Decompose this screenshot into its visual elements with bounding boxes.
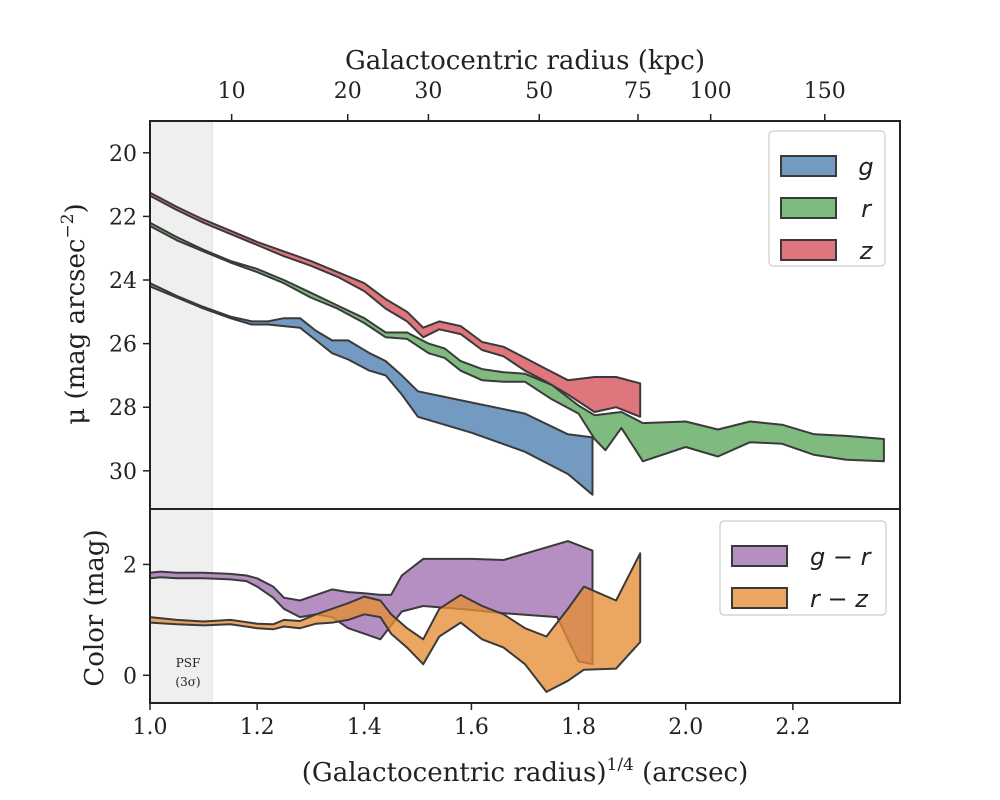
top-x-tick-label: 75: [624, 79, 652, 104]
top-legend-label: z: [859, 237, 874, 265]
x-tick-label: 2.0: [668, 715, 703, 740]
band-r-z: [149, 552, 642, 693]
y-tick-label: 28: [109, 396, 137, 421]
psf-region-bottom: [150, 509, 213, 703]
color-y-tick-label: 2: [123, 553, 137, 578]
top-x-tick-label: 50: [525, 79, 553, 104]
bottom-panel-frame: [149, 508, 901, 704]
x-tick-label: 1.2: [240, 715, 275, 740]
band-r: [149, 221, 885, 463]
band-g: [149, 282, 594, 496]
top-x-tick-label: 10: [218, 79, 246, 104]
bottom-legend-swatch: [731, 587, 788, 609]
y-tick-label: 20: [109, 142, 137, 167]
color-y-tick-label: 0: [123, 664, 137, 689]
top-x-tick-label: 20: [334, 79, 362, 104]
y-tick-label: 30: [109, 460, 137, 485]
top-legend-label: r: [861, 195, 873, 223]
top-x-tick-label: 150: [804, 79, 846, 104]
bottom-legend-label: g − r: [810, 543, 873, 571]
band-z: [149, 191, 642, 418]
top-x-tick-label: 30: [414, 79, 442, 104]
top-legend-label: g: [858, 153, 873, 181]
y-tick-label: 22: [109, 205, 137, 230]
x-tick-label: 2.2: [775, 715, 810, 740]
bottom-panel: 0 2 1.0 1.2 1.4 1.6 1.8 2.0 2.2 PSF (3σ) g − r r − z: [123, 508, 901, 740]
top-x-tick-label: 100: [690, 79, 732, 104]
bottom-y-axis-title: Color (mag): [80, 529, 110, 686]
top-legend-swatch: [780, 155, 837, 177]
y-tick-label: 24: [109, 269, 137, 294]
x-tick-label: 1.4: [347, 715, 382, 740]
psf-annotation-label: PSF: [176, 656, 201, 670]
psf-region-top: [150, 121, 213, 509]
y-tick-label: 26: [109, 333, 137, 358]
top-legend-swatch: [780, 197, 837, 219]
x-tick-label: 1.0: [133, 715, 168, 740]
bottom-legend-label: r − z: [810, 585, 869, 613]
bottom-legend-swatch: [731, 545, 788, 567]
x-tick-label: 1.6: [454, 715, 489, 740]
top-y-axis-title: μ (mag arcsec−2): [58, 203, 91, 424]
x-tick-label: 1.8: [561, 715, 596, 740]
psf-annotation-sigma: (3σ): [175, 675, 200, 689]
x-axis-title: (Galactocentric radius)1/4 (arcsec): [302, 755, 748, 788]
top-x-axis-title: Galactocentric radius (kpc): [345, 46, 705, 76]
top-legend-swatch: [780, 239, 837, 261]
